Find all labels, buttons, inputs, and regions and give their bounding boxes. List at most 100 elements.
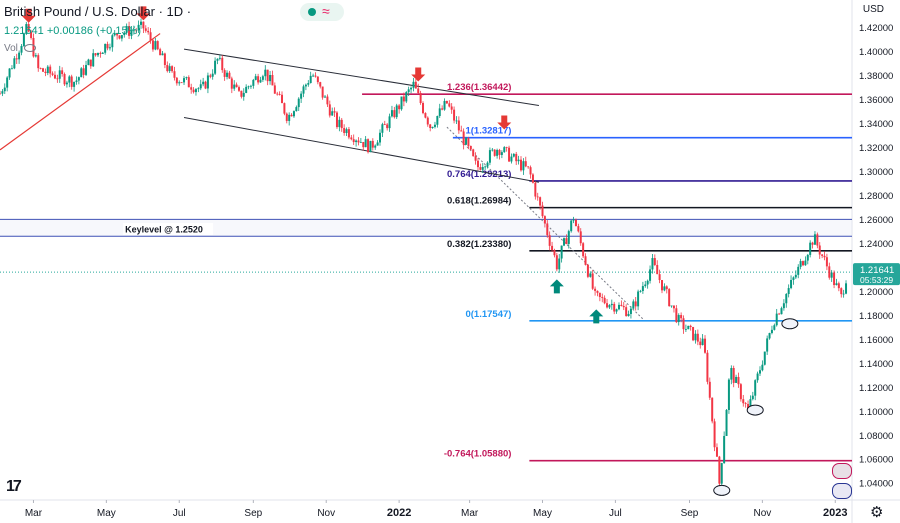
candle-body <box>720 463 723 484</box>
candle-body <box>192 89 195 93</box>
candle-body <box>242 92 245 97</box>
candle-body <box>668 289 671 307</box>
x-tick-label: Sep <box>681 508 699 519</box>
candle-body <box>675 308 678 323</box>
candle-body <box>639 290 642 292</box>
volume-indicator-row[interactable]: Vol <box>4 43 36 54</box>
arrow-down-icon <box>411 67 426 82</box>
currency-selector[interactable]: USD <box>862 4 884 15</box>
market-open-dot-icon <box>308 8 316 16</box>
candle-body <box>680 315 683 319</box>
candle-body <box>273 85 276 94</box>
eye-slash-icon[interactable] <box>23 44 36 53</box>
candle-body <box>120 35 123 39</box>
x-tick-label: Mar <box>25 508 43 519</box>
candle-body <box>606 303 609 308</box>
candle-body <box>546 223 549 236</box>
candle-body <box>431 126 434 129</box>
candle-body <box>610 303 613 306</box>
candle-body <box>194 89 197 93</box>
fib-level-label: 0(1.17547) <box>465 309 511 320</box>
candle-body <box>682 318 685 330</box>
candle-body <box>96 52 99 56</box>
arrow-up-icon <box>549 279 564 294</box>
candle-body <box>87 59 90 66</box>
candle-body <box>825 257 828 267</box>
candle-body <box>539 197 542 206</box>
gear-icon[interactable]: ⚙ <box>870 504 884 521</box>
channel-line <box>183 48 540 107</box>
candle-body <box>108 47 111 49</box>
candle-body <box>376 142 379 146</box>
candle-body <box>214 60 217 74</box>
candle-body <box>197 88 200 90</box>
x-tick-label: Jul <box>609 508 622 519</box>
candle-body <box>61 70 64 75</box>
candle-body <box>510 156 513 162</box>
y-tick-label: 1.32000 <box>859 143 893 154</box>
candle-body <box>436 115 439 125</box>
candle-body <box>512 153 515 157</box>
candle-body <box>357 140 360 143</box>
candle-body <box>101 52 104 54</box>
y-tick-label: 1.24000 <box>859 239 893 250</box>
candle-body <box>469 145 472 150</box>
candle-body <box>237 87 240 91</box>
candle-body <box>735 376 738 383</box>
candle-body <box>730 368 733 380</box>
candle-body <box>665 286 668 290</box>
candle-body <box>281 94 284 104</box>
candle-body <box>503 147 506 153</box>
candle-body <box>804 260 807 266</box>
candle-body <box>758 370 761 374</box>
candle-body <box>68 76 71 83</box>
candle-body <box>472 149 475 157</box>
candle-body <box>543 216 546 224</box>
keylevel-label-bg <box>123 223 214 236</box>
candle-body <box>586 264 589 277</box>
candle-body <box>173 71 176 78</box>
y-tick-label: 1.20000 <box>859 287 893 298</box>
y-tick-label: 1.08000 <box>859 431 893 442</box>
flag-icon[interactable] <box>832 483 852 499</box>
candle-body <box>39 68 42 69</box>
candle-body <box>235 84 238 88</box>
candle-body <box>171 66 174 72</box>
candle-body <box>620 304 623 307</box>
candle-body <box>362 141 365 148</box>
candle-body <box>651 258 654 270</box>
candle-body <box>594 288 597 291</box>
flag-icon[interactable] <box>832 463 852 479</box>
arrow-down-icon <box>497 115 512 130</box>
candle-body <box>314 75 317 77</box>
candle-body <box>534 182 537 197</box>
candle-body <box>476 160 479 168</box>
candle-body <box>574 219 577 227</box>
candle-body <box>328 104 331 116</box>
candle-body <box>278 94 281 96</box>
candle-body <box>402 96 405 102</box>
candle-body <box>625 307 628 317</box>
candle-body <box>46 66 49 74</box>
candle-body <box>149 32 152 41</box>
candle-body <box>99 52 102 54</box>
candle-body <box>672 305 675 309</box>
tradingview-logo-icon[interactable]: 17 <box>6 478 22 495</box>
candle-body <box>137 24 140 31</box>
symbol-title[interactable]: British Pound / U.S. Dollar · 1D · <box>4 4 192 19</box>
candle-body <box>787 288 790 295</box>
candle-body <box>811 242 814 245</box>
candle-body <box>467 138 470 146</box>
candle-body <box>147 30 150 33</box>
candle-body <box>269 75 272 82</box>
market-status-pill[interactable]: ≈ <box>300 3 344 21</box>
candle-body <box>252 79 255 86</box>
candle-body <box>670 305 673 307</box>
last-price-value: 1.21641 <box>860 265 894 276</box>
candle-body <box>130 30 133 36</box>
candle-body <box>309 75 312 84</box>
candle-body <box>407 89 410 93</box>
candle-body <box>782 303 785 309</box>
candle-body <box>718 456 721 484</box>
